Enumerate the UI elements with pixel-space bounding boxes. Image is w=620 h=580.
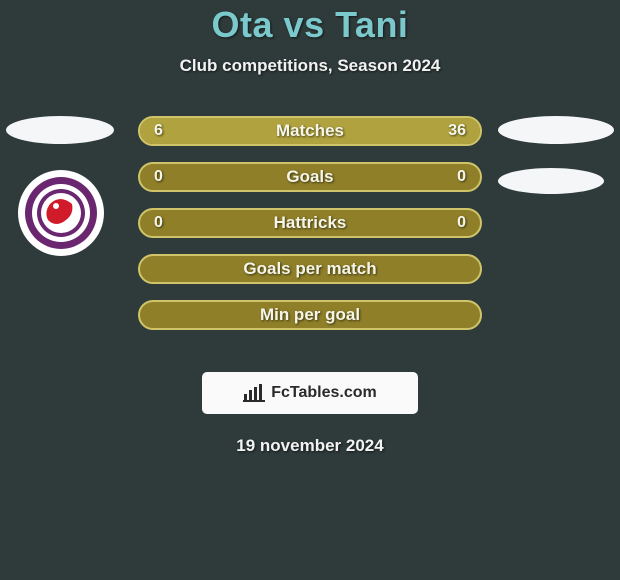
stat-bar: Goals per match [138, 254, 482, 284]
stat-bar-left-value: 0 [154, 210, 163, 236]
stat-bars: Matches636Goals00Hattricks00Goals per ma… [138, 116, 482, 346]
main-panel: Ota vs Tani Club competitions, Season 20… [0, 0, 620, 456]
page-title: Ota vs Tani [0, 4, 620, 46]
stat-bar-left-value: 6 [154, 118, 163, 144]
stat-bar: Hattricks0 0 [138, 208, 482, 238]
player-left-club-badge [18, 170, 104, 256]
stat-bar-left-value: 0 [154, 164, 163, 190]
stat-bar-right-value: 0 [457, 164, 466, 190]
stat-bar-right-value: 0 [457, 210, 466, 236]
stat-bar-label: Hattricks [140, 210, 480, 236]
stat-bar: Min per goal [138, 300, 482, 330]
date-label: 19 november 2024 [0, 436, 620, 456]
stat-bar-label: Goals [140, 164, 480, 190]
brand-box: FcTables.com [202, 372, 418, 414]
player-right-club-placeholder [498, 168, 604, 194]
stat-bar-label: Min per goal [140, 302, 480, 328]
club-logo-icon [24, 176, 98, 250]
stat-bar-label: Goals per match [140, 256, 480, 282]
bar-chart-icon [243, 384, 265, 402]
comparison-stage: Matches636Goals00Hattricks00Goals per ma… [0, 112, 620, 372]
stat-bar-label: Matches [140, 118, 480, 144]
player-right-photo-placeholder [498, 116, 614, 144]
stat-bar-right-value: 36 [448, 118, 466, 144]
player-left-photo-placeholder [6, 116, 114, 144]
stat-bar: Matches6 36 [138, 116, 482, 146]
page-subtitle: Club competitions, Season 2024 [0, 56, 620, 76]
brand-text: FcTables.com [271, 384, 377, 402]
stat-bar: Goals0 0 [138, 162, 482, 192]
